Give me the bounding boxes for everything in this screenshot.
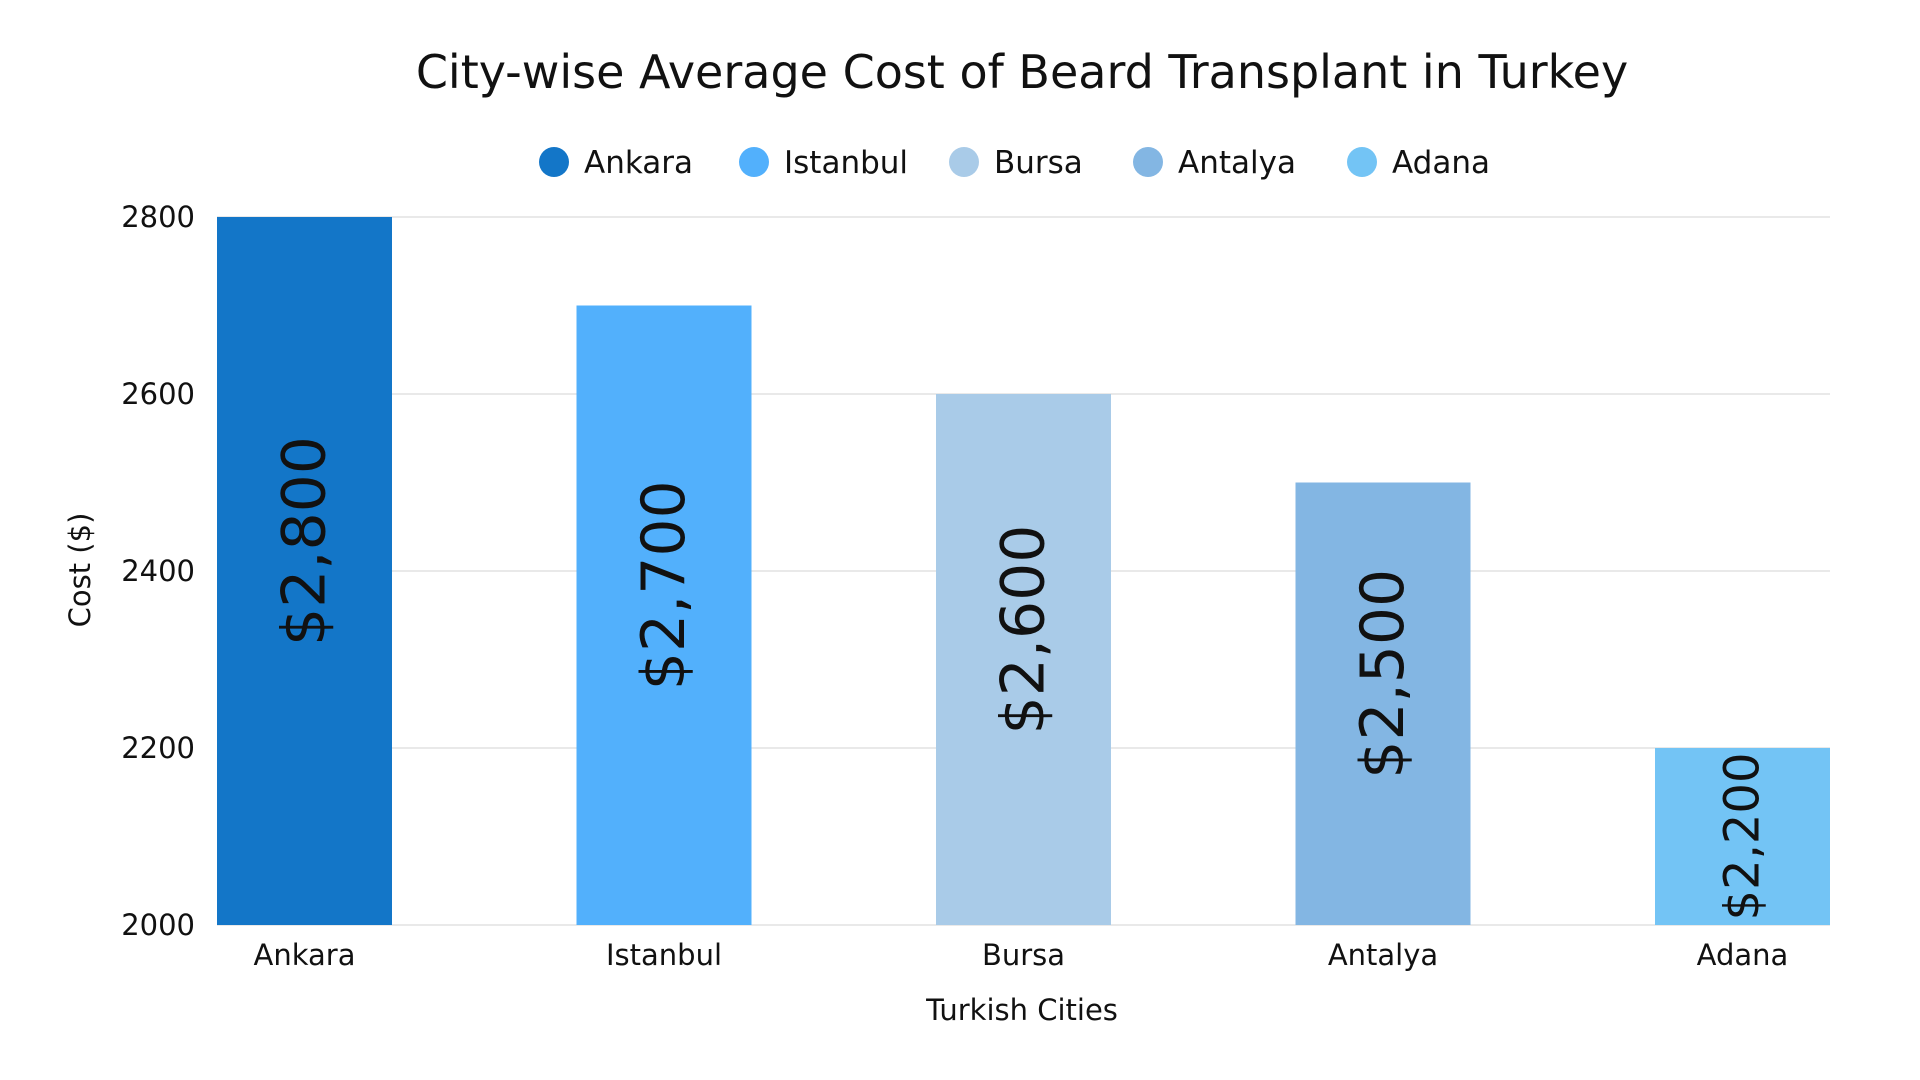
legend-label: Adana (1392, 145, 1490, 181)
legend-swatch (539, 147, 569, 177)
y-axis-ticks: 2000 2200 2400 2600 2800 (121, 200, 195, 942)
bar-value-label: $2,600 (989, 525, 1059, 735)
y-axis-title: Cost ($) (63, 513, 97, 628)
y-tick-label: 2200 (121, 731, 195, 765)
bar-istanbul (576, 305, 752, 925)
legend: Ankara Istanbul Bursa Antalya Adana (539, 145, 1490, 181)
x-tick-label: Adana (1697, 938, 1789, 972)
legend-swatch (739, 147, 769, 177)
legend-label: Istanbul (784, 145, 908, 181)
bars (217, 217, 1830, 925)
bar-value-label: $2,800 (270, 436, 340, 646)
bar-antalya (1295, 482, 1471, 925)
x-tick-label: Istanbul (606, 938, 722, 972)
y-tick-label: 2600 (121, 377, 195, 411)
y-tick-label: 2400 (121, 554, 195, 588)
bar-value-label: $2,700 (629, 480, 699, 690)
y-tick-label: 2800 (121, 200, 195, 234)
x-tick-label: Ankara (254, 938, 356, 972)
bar-value-label: $2,200 (1715, 753, 1771, 921)
x-tick-label: Antalya (1328, 938, 1438, 972)
y-tick-label: 2000 (121, 908, 195, 942)
chart-title: City-wise Average Cost of Beard Transpla… (416, 45, 1628, 99)
legend-swatch (949, 147, 979, 177)
bar-ankara (217, 217, 392, 925)
legend-label: Antalya (1178, 145, 1296, 181)
legend-swatch (1347, 147, 1377, 177)
x-axis-ticks: Ankara Istanbul Bursa Antalya Adana (254, 938, 1789, 972)
legend-label: Ankara (584, 145, 693, 181)
bar-bursa (936, 394, 1111, 925)
x-axis-title: Turkish Cities (925, 993, 1118, 1027)
bar-adana (1655, 748, 1830, 925)
bar-labels: $2,800 $2,700 $2,600 $2,500 $2,200 (270, 436, 1771, 920)
legend-label: Bursa (994, 145, 1083, 181)
x-tick-label: Bursa (982, 938, 1065, 972)
legend-swatch (1133, 147, 1163, 177)
bar-value-label: $2,500 (1348, 569, 1418, 779)
